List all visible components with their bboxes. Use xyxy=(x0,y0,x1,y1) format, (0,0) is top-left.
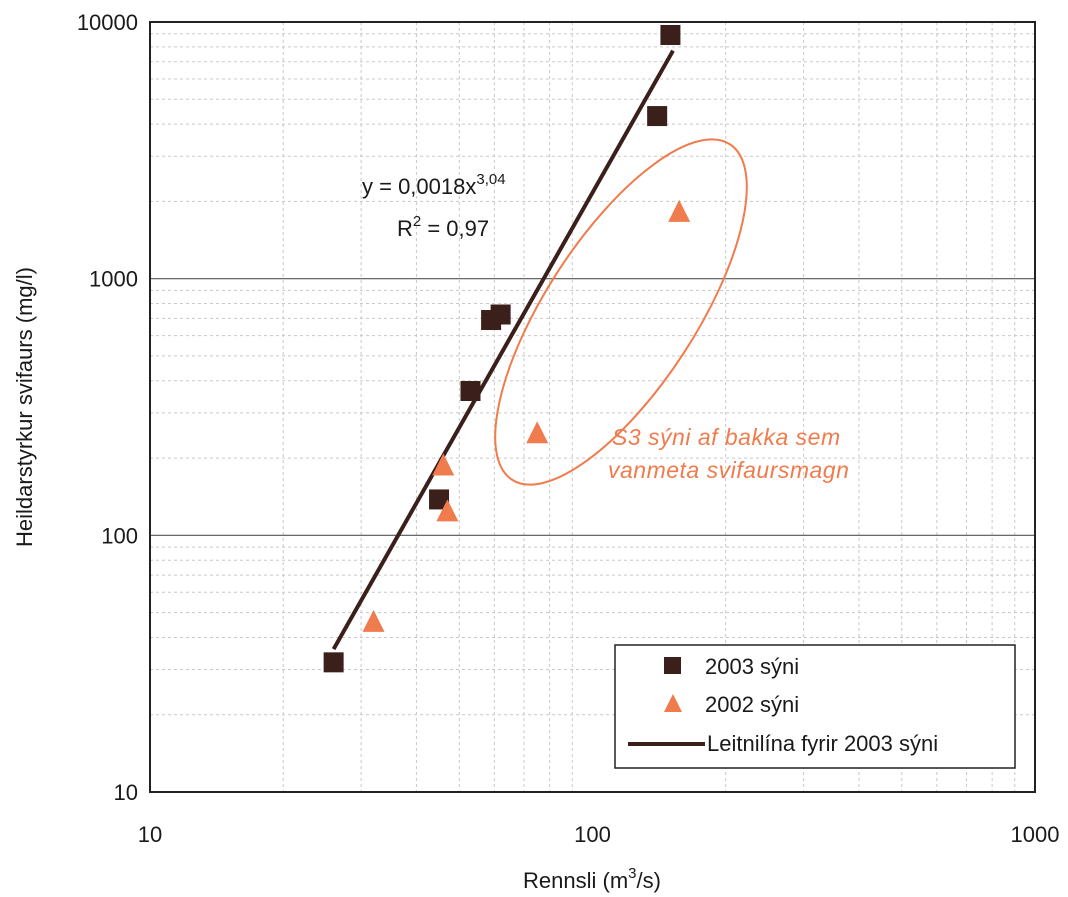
y-tick-label: 10000 xyxy=(77,10,138,35)
point-2002 xyxy=(668,199,691,222)
annotation-ellipse xyxy=(494,138,748,486)
point-2003 xyxy=(429,489,450,510)
equation-prefix: y = 0,0018x xyxy=(362,174,476,199)
plot-frame xyxy=(149,21,1036,793)
x-axis-title-suffix: /s) xyxy=(637,868,661,893)
legend-entry-2003: 2003 sýni xyxy=(705,654,799,679)
trendline-2003 xyxy=(331,49,675,651)
legend-square-marker xyxy=(664,657,681,674)
point-2003 xyxy=(490,304,511,325)
point-2002 xyxy=(432,453,455,476)
annotation-line-1: S3 sýni af bakka sem xyxy=(612,424,841,450)
point-2002 xyxy=(362,609,385,632)
x-axis-title-sup: 3 xyxy=(628,865,636,882)
r2-suffix: = 0,97 xyxy=(421,216,489,241)
point-2003 xyxy=(323,652,344,673)
data-markers xyxy=(323,24,691,673)
annotation-line-2: vanmeta svifaursmagn xyxy=(608,457,849,483)
x-tick-label: 10 xyxy=(138,822,162,847)
x-axis-title: Rennsli (m3/s) xyxy=(523,865,661,893)
legend-box xyxy=(614,644,1016,769)
point-2003 xyxy=(660,24,681,45)
equation-text: y = 0,0018x3,04 xyxy=(362,171,506,199)
legend: 2003 sýni 2002 sýni Leitnilína fyrir 200… xyxy=(614,644,1016,769)
major-grid xyxy=(150,278,1035,536)
legend-entry-trendline: Leitnilína fyrir 2003 sýni xyxy=(707,731,938,756)
point-2002 xyxy=(526,421,549,444)
legend-triangle-marker xyxy=(664,694,682,712)
legend-entry-2002: 2002 sýni xyxy=(705,692,799,717)
y-tick-label: 100 xyxy=(101,523,138,548)
r2-prefix: R xyxy=(397,216,413,241)
x-tick-label: 1000 xyxy=(1011,822,1060,847)
r2-text: R2 = 0,97 xyxy=(397,213,489,241)
y-axis-title: Heildarstyrkur svifaurs (mg/l) xyxy=(12,267,37,547)
point-2002 xyxy=(436,499,459,522)
y-tick-labels: 10 100 1000 10000 xyxy=(77,10,138,805)
y-tick-label: 1000 xyxy=(89,267,138,292)
x-axis-title-main: Rennsli (m xyxy=(523,868,628,893)
equation-exponent: 3,04 xyxy=(476,171,505,188)
x-tick-labels: 10 100 1000 xyxy=(138,822,1060,847)
minor-grid xyxy=(150,22,1035,792)
y-tick-label: 10 xyxy=(114,780,138,805)
point-2003 xyxy=(647,106,668,127)
point-2003 xyxy=(460,381,481,402)
r2-superscript: 2 xyxy=(413,213,421,230)
x-tick-label: 100 xyxy=(574,822,611,847)
